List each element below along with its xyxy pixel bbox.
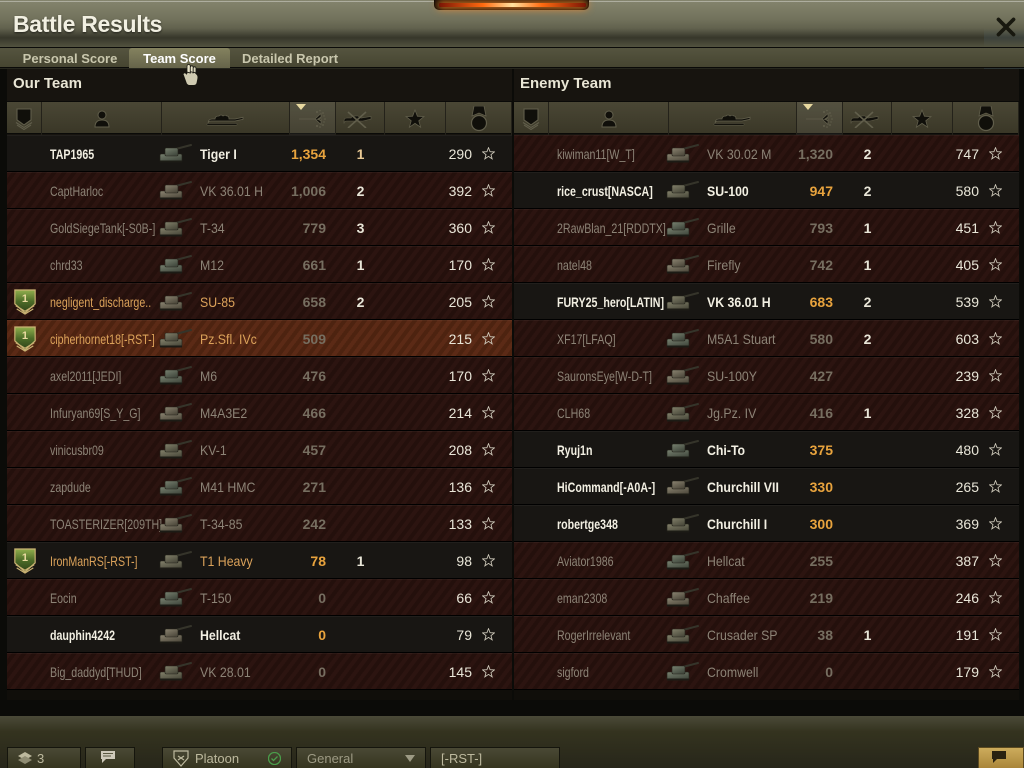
svg-text:1: 1	[21, 293, 27, 305]
svg-text:1: 1	[21, 552, 27, 564]
svg-text:1: 1	[21, 330, 27, 342]
